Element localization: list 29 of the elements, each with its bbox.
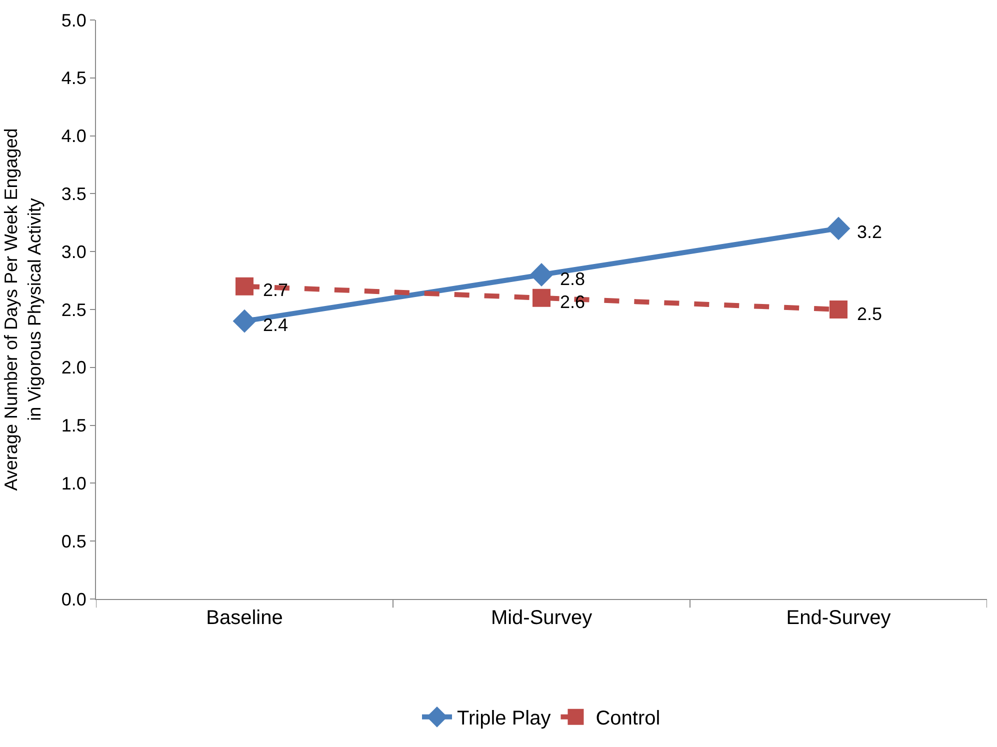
y-tick-label: 5.0 — [61, 10, 86, 30]
y-tick-label: 3.5 — [61, 184, 86, 204]
x-tick-label: End-Survey — [786, 607, 891, 629]
point — [532, 288, 550, 307]
point — [826, 216, 850, 240]
data-label: 3.2 — [857, 222, 882, 242]
data-label: 2.5 — [857, 304, 882, 324]
y-tick-label: 1.5 — [61, 416, 86, 436]
x-tick-label: Baseline — [206, 607, 283, 629]
point — [530, 263, 554, 286]
y-tick-label: 4.0 — [61, 126, 86, 146]
x-tick-label: Mid-Survey — [490, 607, 592, 629]
point — [830, 300, 848, 318]
y-axis-title: Average Number of Days Per Week Engaged in Vigorous Physical Activity — [1, 128, 45, 491]
y-tick-label: 0.0 — [61, 589, 86, 610]
point — [236, 277, 254, 296]
y-tick-label: 3.0 — [61, 242, 86, 262]
data-label: 2.8 — [560, 269, 586, 289]
y-tick-label: 1.0 — [61, 474, 86, 494]
legend-label: Triple Play — [457, 708, 551, 730]
y-tick-label: 2.0 — [61, 358, 86, 378]
point — [232, 309, 256, 333]
data-label: 2.7 — [263, 280, 288, 300]
data-label: 2.4 — [263, 315, 288, 335]
y-tick-label: 2.5 — [61, 300, 86, 320]
data-label: 2.6 — [560, 292, 586, 312]
y-tick-label: 4.5 — [61, 68, 86, 88]
legend-label: Control — [596, 708, 660, 730]
y-tick-label: 0.5 — [61, 531, 86, 552]
